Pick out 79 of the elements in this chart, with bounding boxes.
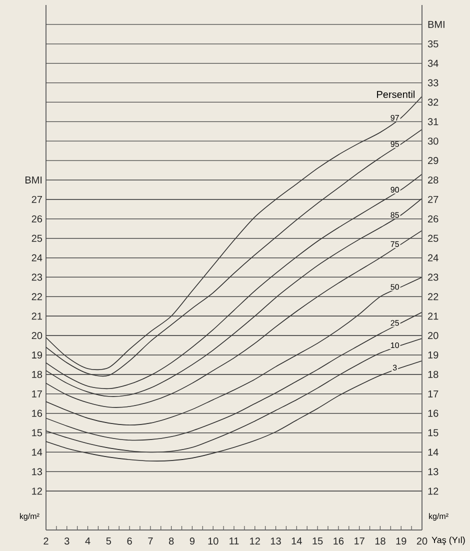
y-tick-label: 17 [32,390,42,398]
x-tick-label: 15 [312,538,323,544]
y2-tick-label: 18 [428,370,438,378]
y2-tick-label: 25 [428,234,438,242]
line-series [46,338,422,453]
y2-tick-label: 17 [428,390,438,398]
x-tick-label: 5 [106,538,112,544]
y2-tick-label: 20 [428,332,438,340]
y-tick-label: 19 [32,351,42,359]
x-tick-label: 4 [85,538,90,544]
x-tick-label: 13 [270,538,281,545]
x-axis-title: Yaş (Yıl) [432,536,465,545]
x-tick-label: 18 [375,538,386,545]
x-tick-label: 16 [334,538,344,545]
series-label: 85 [390,212,399,218]
y-tick-label: 22 [32,293,42,300]
x-tick-label: 14 [292,538,302,544]
series-label: 75 [390,241,399,247]
series-label: 90 [390,186,399,193]
y-tick-label: 23 [32,274,42,281]
y2-tick-label: 14 [428,448,438,456]
line-series [46,312,422,441]
y-tick-label: BMI [26,176,42,184]
series-label: 25 [390,320,399,326]
series-label: 95 [390,141,399,147]
y-tick-label: 20 [32,332,42,340]
y2-tick-label: 23 [428,274,438,281]
y-tick-label: 12 [32,488,42,495]
x-tick-label: 6 [127,538,132,545]
y-tick-label: 14 [32,448,42,456]
x-tick-label: 3 [64,538,70,545]
y2-tick-label: 16 [428,410,438,417]
y2-tick-label: 30 [428,138,438,145]
series-label: 10 [391,342,399,348]
line-series [46,230,422,408]
y2-tick-label: 21 [428,312,438,320]
y2-tick-label: 29 [428,157,438,164]
y2-tick-label: 13 [428,468,438,476]
x-tick-label: 10 [208,538,218,545]
y-tick-label: 26 [32,215,42,222]
y2-tick-label: 26 [428,215,438,222]
y-tick-label: 15 [32,429,42,436]
y2-tick-label: 27 [428,196,438,203]
y2-tick-label: 28 [428,176,438,184]
annotation: Persentil [377,90,414,98]
y2-tick-label: 31 [428,118,438,126]
y-tick-label: 13 [32,468,42,476]
y2-tick-label: 22 [428,293,438,300]
y2-tick-label: 19 [428,351,438,359]
y2-tick-label: 32 [428,98,438,106]
x-tick-label: 11 [230,538,239,544]
series-label: 97 [390,114,399,121]
y2-tick-label: 12 [428,488,438,495]
y2-tick-label: 15 [428,429,438,436]
y2-tick-label: 35 [428,40,438,48]
x-tick-label: 2 [44,538,48,545]
x-tick-label: 8 [168,538,174,545]
y-tick-label: 21 [32,312,42,320]
x-tick-label: 17 [354,538,364,544]
series-label: 50 [390,284,399,290]
y-tick-label: 27 [32,196,42,203]
y-tick-label: 24 [32,254,42,262]
x-tick-label: 12 [250,538,260,545]
y-tick-label: 18 [32,370,42,378]
y-tick-label: 16 [32,410,42,417]
y2-tick-label: 24 [428,254,438,262]
x-tick-label: 7 [148,538,153,544]
series-label: 3 [392,364,397,370]
y-axis-title: kg/m² [20,513,40,521]
y2-tick-label: 34 [428,60,438,67]
y-tick-label: 25 [32,234,42,242]
x-tick-label: 9 [190,538,195,545]
y2-axis-title: kg/m² [429,513,448,521]
line-series [46,276,422,426]
x-tick-label: 19 [396,538,406,545]
y2-tick-label: 33 [428,79,438,86]
line-series [46,360,422,462]
y2-tick-label: BMI [428,21,444,28]
x-tick-label: 20 [416,538,428,545]
